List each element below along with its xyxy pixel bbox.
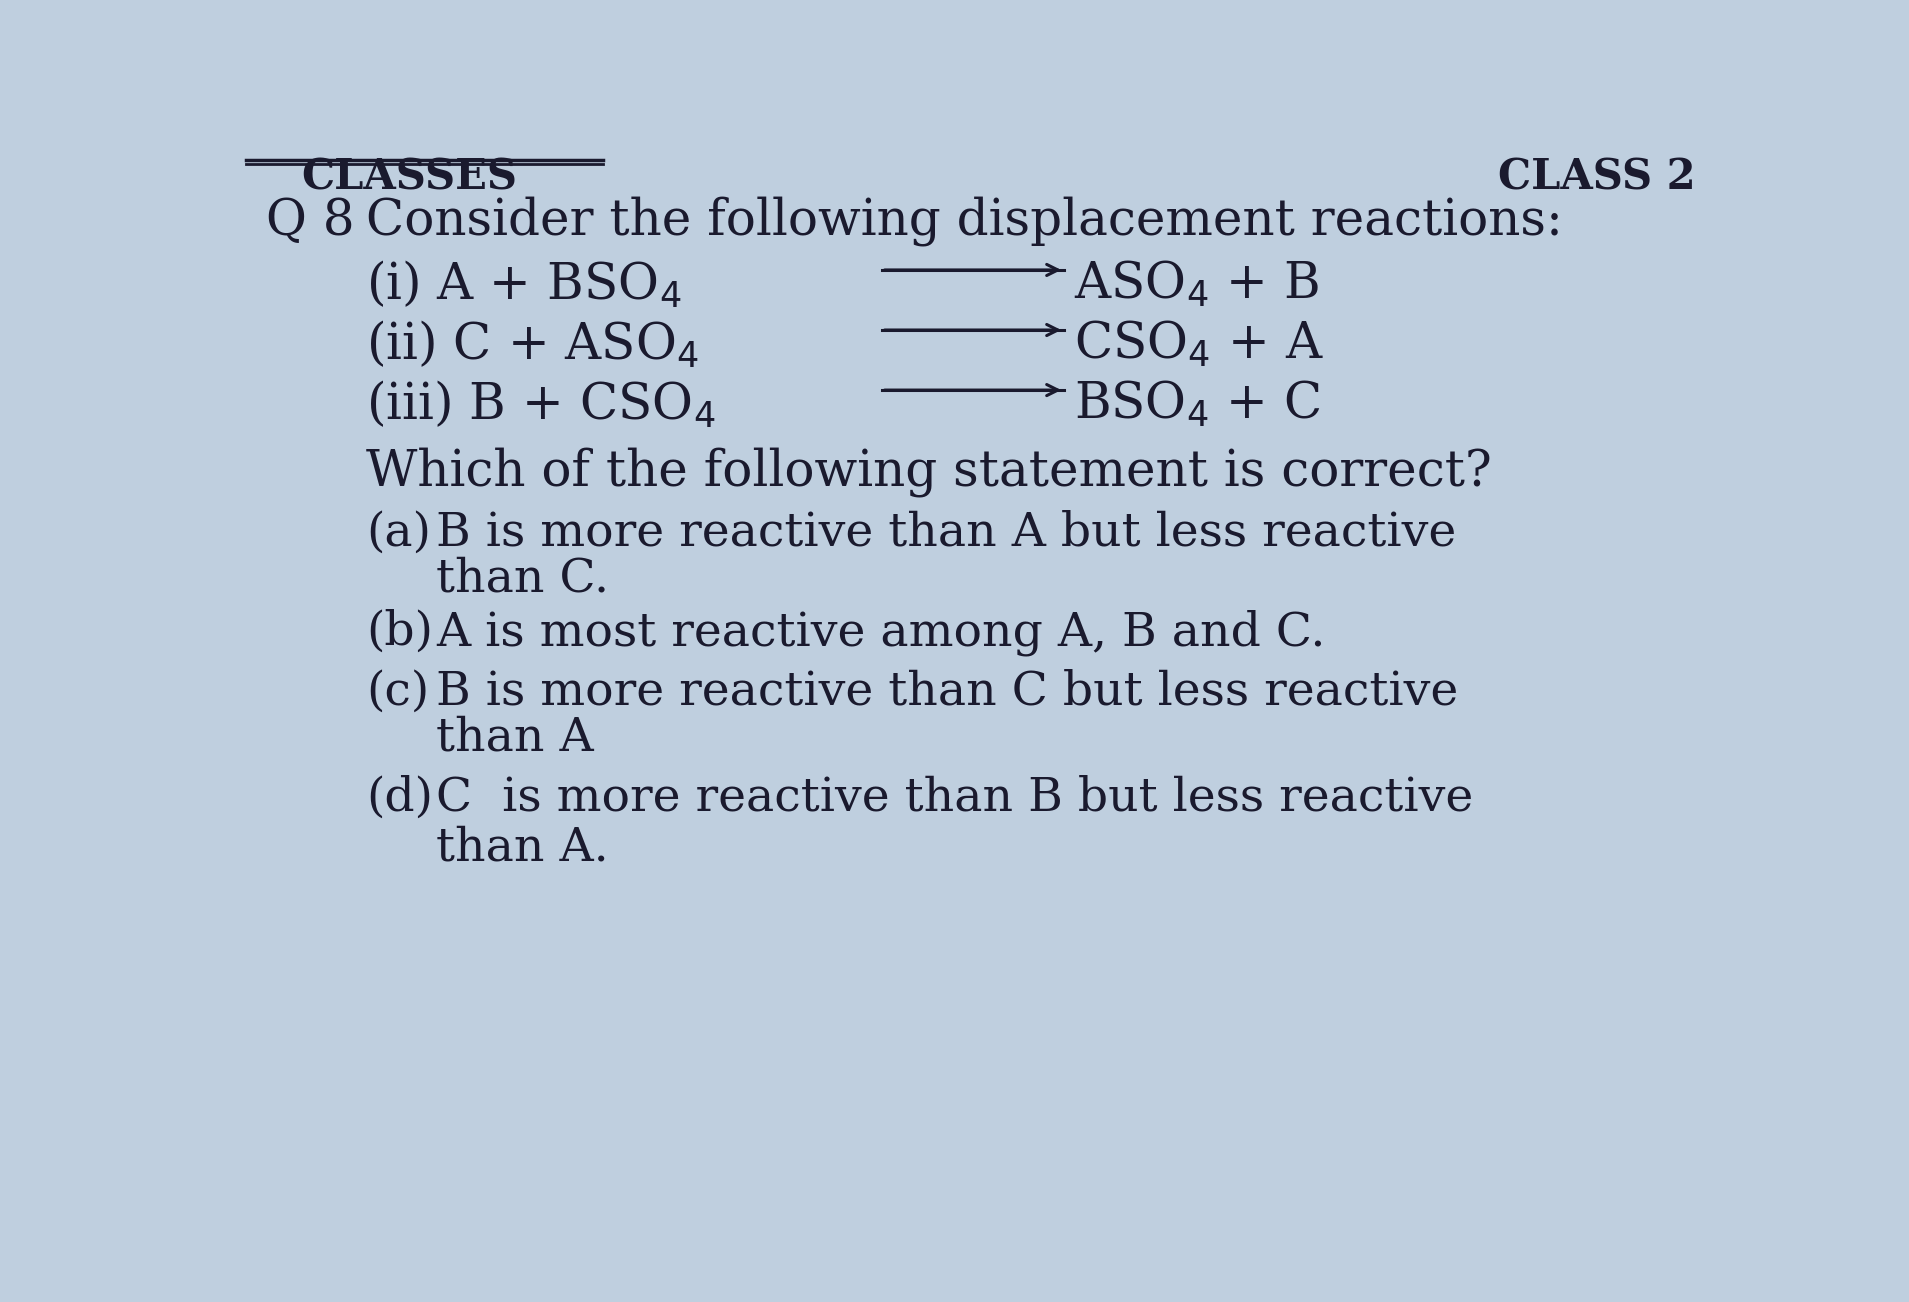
Text: (iii) B + CSO$_4$: (iii) B + CSO$_4$: [367, 380, 716, 431]
Text: BSO$_4$ + C: BSO$_4$ + C: [1075, 380, 1321, 430]
Text: (i) A + BSO$_4$: (i) A + BSO$_4$: [367, 259, 682, 310]
Text: B is more reactive than A but less reactive: B is more reactive than A but less react…: [437, 510, 1457, 556]
Text: (ii) C + ASO$_4$: (ii) C + ASO$_4$: [367, 319, 699, 371]
Text: B is more reactive than C but less reactive: B is more reactive than C but less react…: [437, 669, 1458, 715]
Text: A is most reactive among A, B and C.: A is most reactive among A, B and C.: [437, 609, 1325, 655]
Text: Which of the following statement is correct?: Which of the following statement is corr…: [367, 448, 1493, 497]
Text: than C.: than C.: [437, 557, 609, 602]
Text: CSO$_4$ + A: CSO$_4$ + A: [1075, 319, 1325, 370]
Text: (a): (a): [367, 510, 431, 556]
Text: than A: than A: [437, 715, 594, 760]
Text: C  is more reactive than B but less reactive: C is more reactive than B but less react…: [437, 775, 1474, 820]
Text: (c): (c): [367, 669, 430, 715]
Text: CLASS 2: CLASS 2: [1499, 156, 1695, 198]
Text: Q 8: Q 8: [265, 197, 355, 246]
Text: CLASSES: CLASSES: [302, 156, 517, 198]
Text: (b): (b): [367, 609, 433, 655]
Text: ASO$_4$ + B: ASO$_4$ + B: [1075, 259, 1319, 310]
Text: than A.: than A.: [437, 825, 609, 871]
Text: (d): (d): [367, 775, 433, 820]
Text: Consider the following displacement reactions:: Consider the following displacement reac…: [367, 197, 1563, 246]
